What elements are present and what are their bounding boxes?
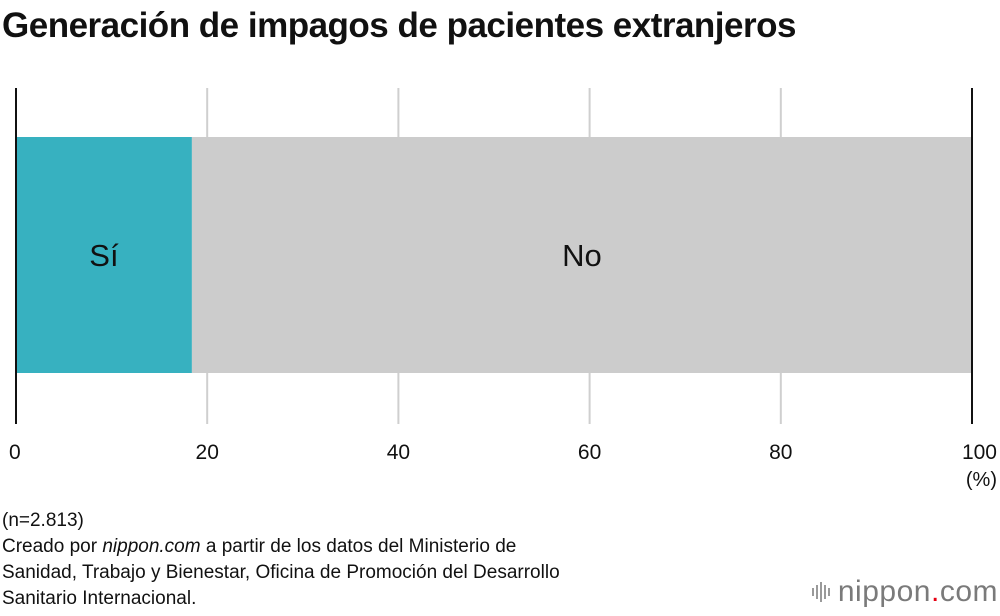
source-note-line-1: Creado por nippon.com a partir de los da… [2,534,560,560]
source-rest: a partir de los datos del Ministerio de [200,536,517,557]
x-tick-label-20: 20 [196,441,219,464]
x-axis-unit: (%) [965,469,997,491]
sample-size-note: (n=2.813) [2,510,84,531]
source-site: nippon.com [102,536,201,557]
x-tick-label-80: 80 [769,441,792,464]
source-note-line-3: Sanitario Internacional. [2,588,197,609]
nippon-bars-icon [811,582,830,602]
x-tick-label-60: 60 [578,441,601,464]
source-prefix: Creado por [2,536,103,557]
chart-notes: (n=2.813) Creado por nippon.com a partir… [2,508,560,612]
x-tick-label-0: 0 [9,441,21,464]
x-tick-label-40: 40 [387,441,410,464]
logo-dot: . [930,575,940,608]
logo-wordmark: nippon.com [838,575,998,609]
logo-tld: com [939,575,998,608]
nippon-logo: nippon.com [811,575,998,609]
bar-label-si: Sí [89,238,119,273]
source-note-line-2: Sanidad, Trabajo y Bienestar, Oficina de… [2,562,560,583]
logo-name: nippon [837,575,931,608]
x-tick-label-100: 100 [962,441,997,464]
chart-title: Generación de impagos de pacientes extra… [2,6,796,45]
bar-segment-si [16,137,192,373]
bar-label-no: No [562,238,602,273]
bar-segment-no [191,137,973,373]
